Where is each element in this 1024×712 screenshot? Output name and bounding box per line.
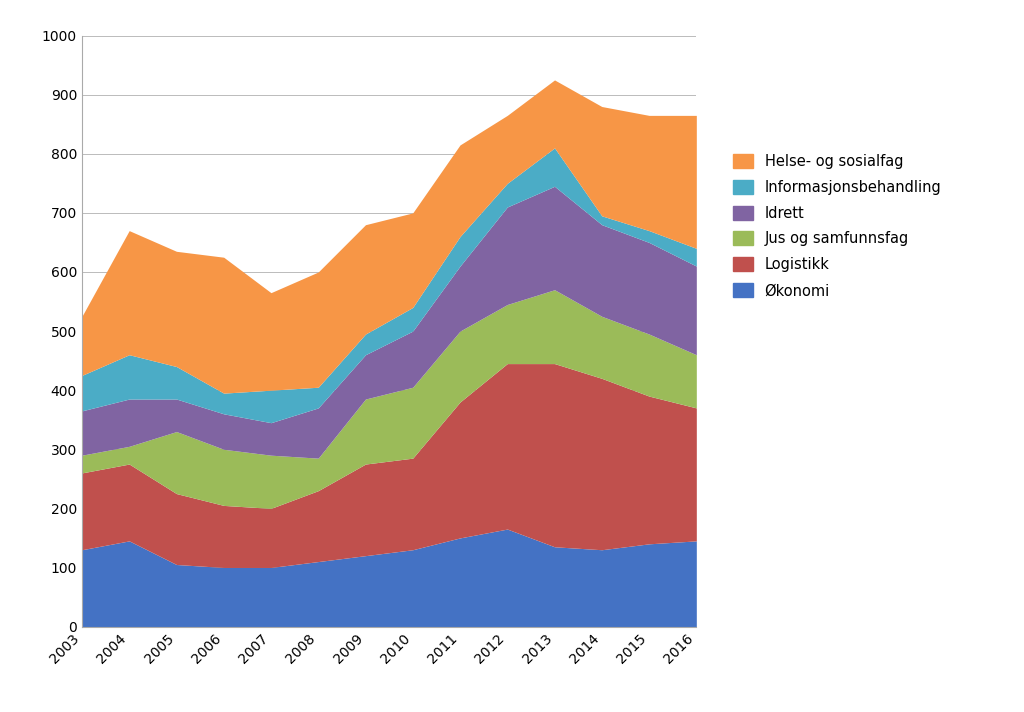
- Legend: Helse- og sosialfag, Informasjonsbehandling, Idrett, Jus og samfunnsfag, Logisti: Helse- og sosialfag, Informasjonsbehandl…: [728, 150, 946, 303]
